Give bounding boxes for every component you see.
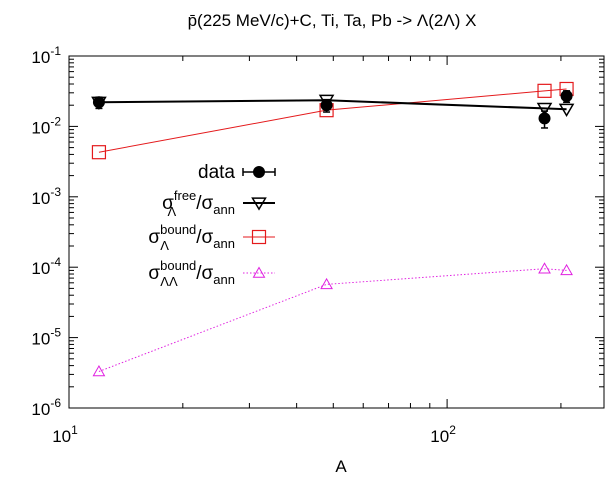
- y-tick-label: 10-6: [31, 396, 61, 419]
- plot-frame: [68, 55, 605, 409]
- point-bound2: [560, 263, 573, 276]
- legend-marker: [252, 266, 266, 278]
- series-line-bound2: [98, 268, 567, 372]
- y-tick-label: 10-3: [31, 185, 61, 208]
- point-bound: [91, 145, 107, 160]
- y-tick-label: 10-5: [31, 326, 61, 349]
- point-data: [560, 90, 573, 103]
- legend-item-bound: σbound Λ/σann: [148, 222, 275, 253]
- chart-title: p̄(225 MeV/c)+C, Ti, Ta, Pb -> Λ(2Λ) X: [188, 11, 477, 30]
- legend-label: σfree Λ/σann: [162, 188, 235, 219]
- x-ticks: 101 102: [52, 56, 562, 446]
- legend-item-free: σfree Λ/σann: [162, 188, 275, 219]
- legend-label: σbound Λ/σann: [148, 222, 235, 253]
- point-free: [536, 102, 553, 117]
- x-axis-label: A: [335, 457, 347, 476]
- series-line-bound: [98, 88, 567, 153]
- legend-item-bound2: σbound ΛΛ/σann: [148, 258, 275, 289]
- point-data: [538, 112, 551, 125]
- point-free: [558, 103, 575, 117]
- y-ticks: 10-6 10-5 10-4 10-3 10-2 10-1: [31, 44, 604, 419]
- point-bound2: [92, 364, 106, 377]
- x-tick-label: 102: [430, 423, 456, 446]
- legend-label: σbound ΛΛ/σann: [148, 258, 235, 289]
- legend-item-data: data: [198, 162, 276, 183]
- point-bound2: [538, 262, 551, 274]
- legend-marker: [251, 229, 267, 245]
- legend-marker: [253, 166, 265, 178]
- y-tick-label: 10-1: [31, 44, 61, 67]
- series-data: [92, 90, 573, 129]
- point-bound2: [320, 277, 333, 290]
- point-data: [320, 99, 333, 112]
- legend-label: data: [198, 162, 235, 183]
- axes: 101 102 10-6 10-5 10-4 10-3 10-2 10-1: [31, 44, 605, 446]
- series-line-free: [98, 99, 567, 111]
- point-data: [92, 96, 105, 109]
- series-bound2: [92, 262, 573, 377]
- legend-marker: [251, 197, 267, 211]
- point-bound: [537, 83, 552, 98]
- y-tick-label: 10-4: [31, 255, 61, 278]
- x-tick-label: 101: [52, 423, 78, 446]
- series-bound: [91, 81, 574, 160]
- y-tick-label: 10-2: [31, 114, 61, 137]
- series-layer: [91, 81, 575, 377]
